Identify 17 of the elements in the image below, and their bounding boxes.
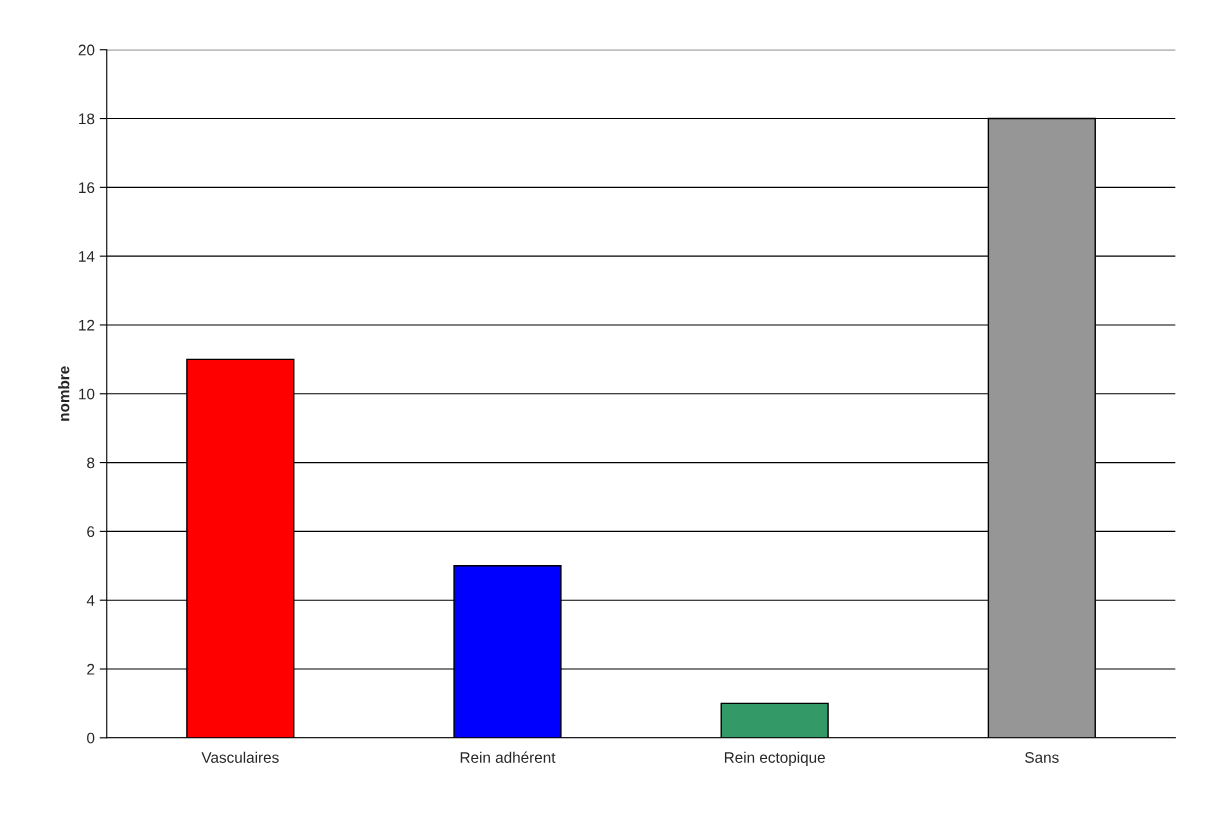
y-tick-label: 18: [79, 113, 95, 125]
y-tick-label: 10: [79, 388, 95, 400]
bar: [720, 702, 829, 738]
x-tick-label: Rein ectopique: [724, 751, 825, 766]
y-axis-title: nombre: [58, 366, 70, 421]
x-tick-label: Rein adhérent: [460, 751, 556, 763]
y-tick-label: 4: [86, 595, 95, 606]
y-tick-label: 0: [87, 732, 95, 744]
x-tick-label: Vasculaires: [201, 751, 279, 763]
y-tick-label: 14: [79, 251, 95, 262]
x-tick-label: Sans: [1025, 752, 1059, 763]
y-tick-label: 12: [79, 319, 95, 331]
y-tick-label: 20: [78, 44, 95, 56]
y-tick-label: 6: [87, 526, 95, 538]
y-tick-label: 8: [87, 457, 95, 469]
y-tick-label: 2: [87, 663, 95, 675]
y-tick-label: 16: [79, 182, 95, 194]
